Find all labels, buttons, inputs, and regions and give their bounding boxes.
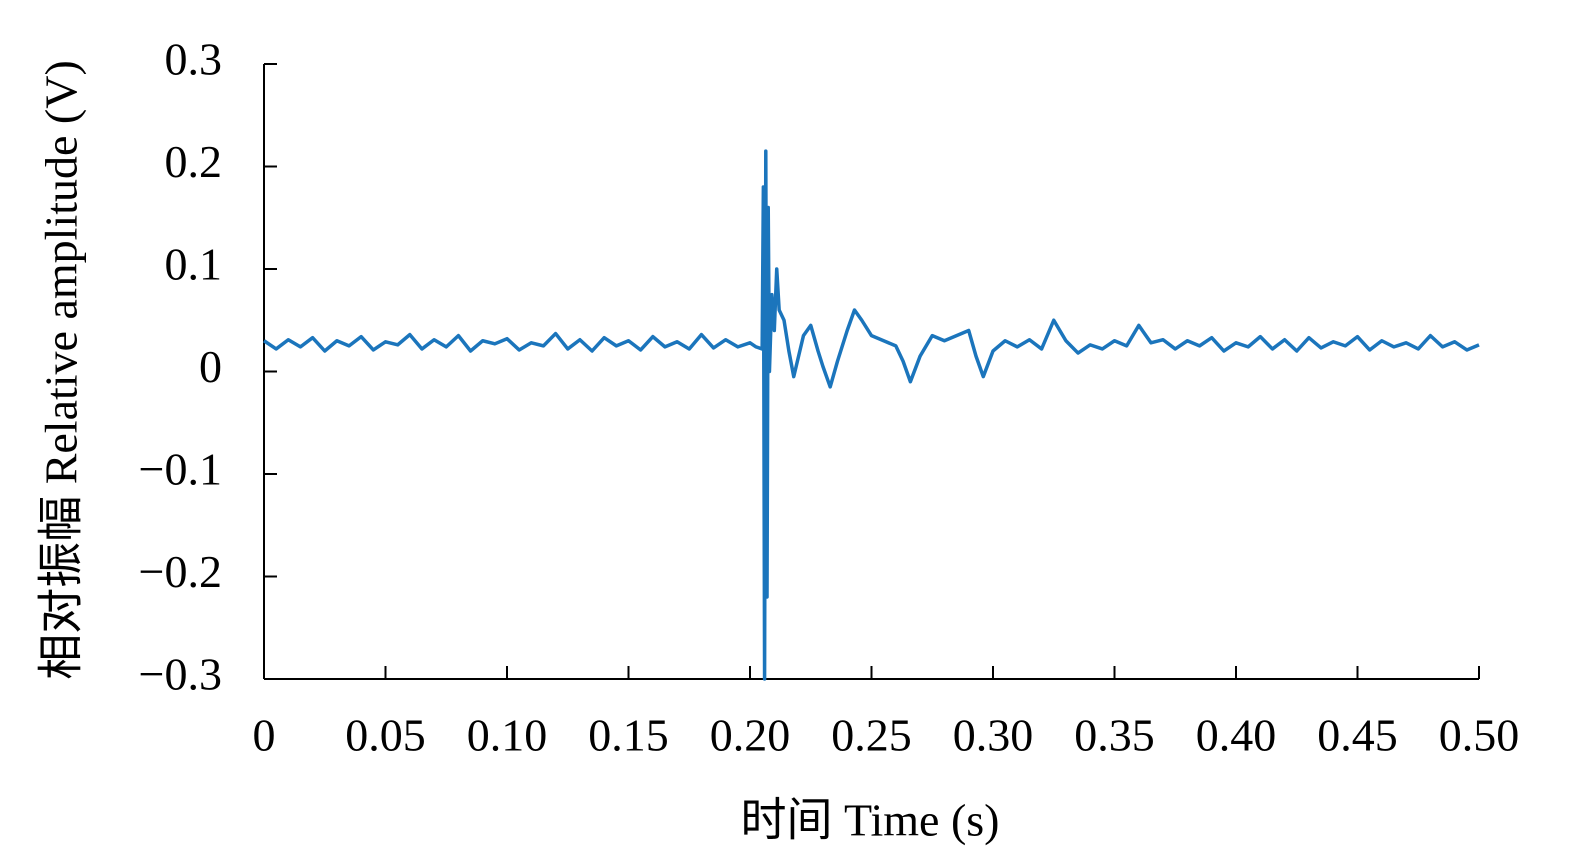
x-tick-label: 0.45 xyxy=(1317,710,1398,761)
y-tick-label: 0.3 xyxy=(165,34,223,85)
y-tick-label: −0.1 xyxy=(139,444,222,495)
y-tick-label: 0.2 xyxy=(165,136,223,187)
y-tick-label: 0 xyxy=(199,341,222,392)
x-tick-label: 0.10 xyxy=(467,710,548,761)
x-tick-label: 0.50 xyxy=(1439,710,1520,761)
x-tick-label: 0.30 xyxy=(953,710,1034,761)
y-axis-label: 相对振幅 Relative amplitude (V) xyxy=(36,60,87,680)
x-tick-label: 0.40 xyxy=(1196,710,1277,761)
x-tick-label: 0.20 xyxy=(710,710,791,761)
x-tick-label: 0.05 xyxy=(345,710,426,761)
data-line xyxy=(263,149,1480,681)
y-tick-label: −0.2 xyxy=(139,546,222,597)
x-tick-label: 0.35 xyxy=(1074,710,1155,761)
x-tick-label: 0 xyxy=(253,710,276,761)
y-tick-label: 0.1 xyxy=(165,239,223,290)
x-tick-label: 0.15 xyxy=(588,710,669,761)
x-axis-label: 时间 Time (s) xyxy=(741,795,1000,846)
y-tick-label: −0.3 xyxy=(139,649,222,700)
x-tick-label: 0.25 xyxy=(831,710,912,761)
